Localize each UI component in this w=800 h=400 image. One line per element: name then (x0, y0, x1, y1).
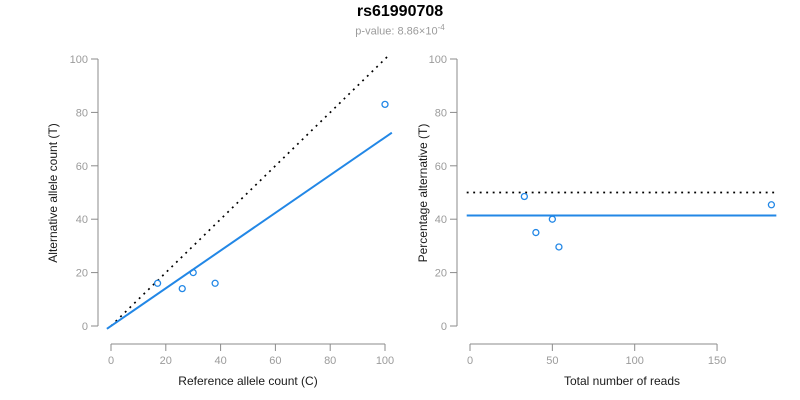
left-y-tick-label: 0 (82, 321, 88, 333)
right-x-tick-label: 50 (546, 355, 558, 367)
right-x-tick-label: 100 (626, 355, 644, 367)
left-x-tick-label: 80 (324, 355, 336, 367)
right-data-point (767, 201, 776, 209)
right-data-point (555, 243, 563, 251)
left-fit-line (106, 131, 393, 330)
right-data-point (548, 215, 556, 223)
left-y-tick-label: 100 (70, 54, 88, 66)
right-y-tick-label: 20 (435, 268, 447, 280)
left-data-point (189, 268, 197, 277)
left-y-axis-title: Alternative allele count (T) (46, 123, 60, 262)
left-data-point (178, 284, 186, 293)
right-y-tick-label: 60 (435, 161, 447, 173)
right-data-point (532, 228, 540, 237)
left-x-tick-label: 100 (376, 355, 394, 367)
left-x-tick-label: 40 (214, 355, 226, 367)
left-data-point (381, 100, 389, 109)
right-y-axis-title: Percentage alternative (T) (416, 124, 430, 263)
left-x-tick-label: 60 (269, 355, 281, 367)
left-data-point (153, 279, 162, 287)
right-x-axis-title: Total number of reads (564, 374, 680, 388)
left-x-axis-title: Reference allele count (C) (178, 374, 317, 388)
left-y-tick-label: 40 (76, 214, 88, 226)
right-y-tick-label: 80 (435, 107, 447, 119)
left-y-tick-label: 60 (76, 161, 88, 173)
left-identity-line (110, 55, 389, 327)
left-y-tick-label: 20 (76, 268, 88, 280)
left-x-tick-label: 20 (160, 355, 172, 367)
left-y-tick-label: 80 (76, 107, 88, 119)
right-x-tick-label: 150 (708, 355, 726, 367)
right-data-point (520, 192, 529, 201)
right-y-tick-label: 100 (429, 54, 447, 66)
right-y-tick-label: 0 (441, 321, 447, 333)
left-data-point (211, 279, 219, 287)
right-y-tick-label: 40 (435, 214, 447, 226)
left-x-tick-label: 0 (108, 355, 114, 367)
right-x-tick-label: 0 (467, 355, 473, 367)
